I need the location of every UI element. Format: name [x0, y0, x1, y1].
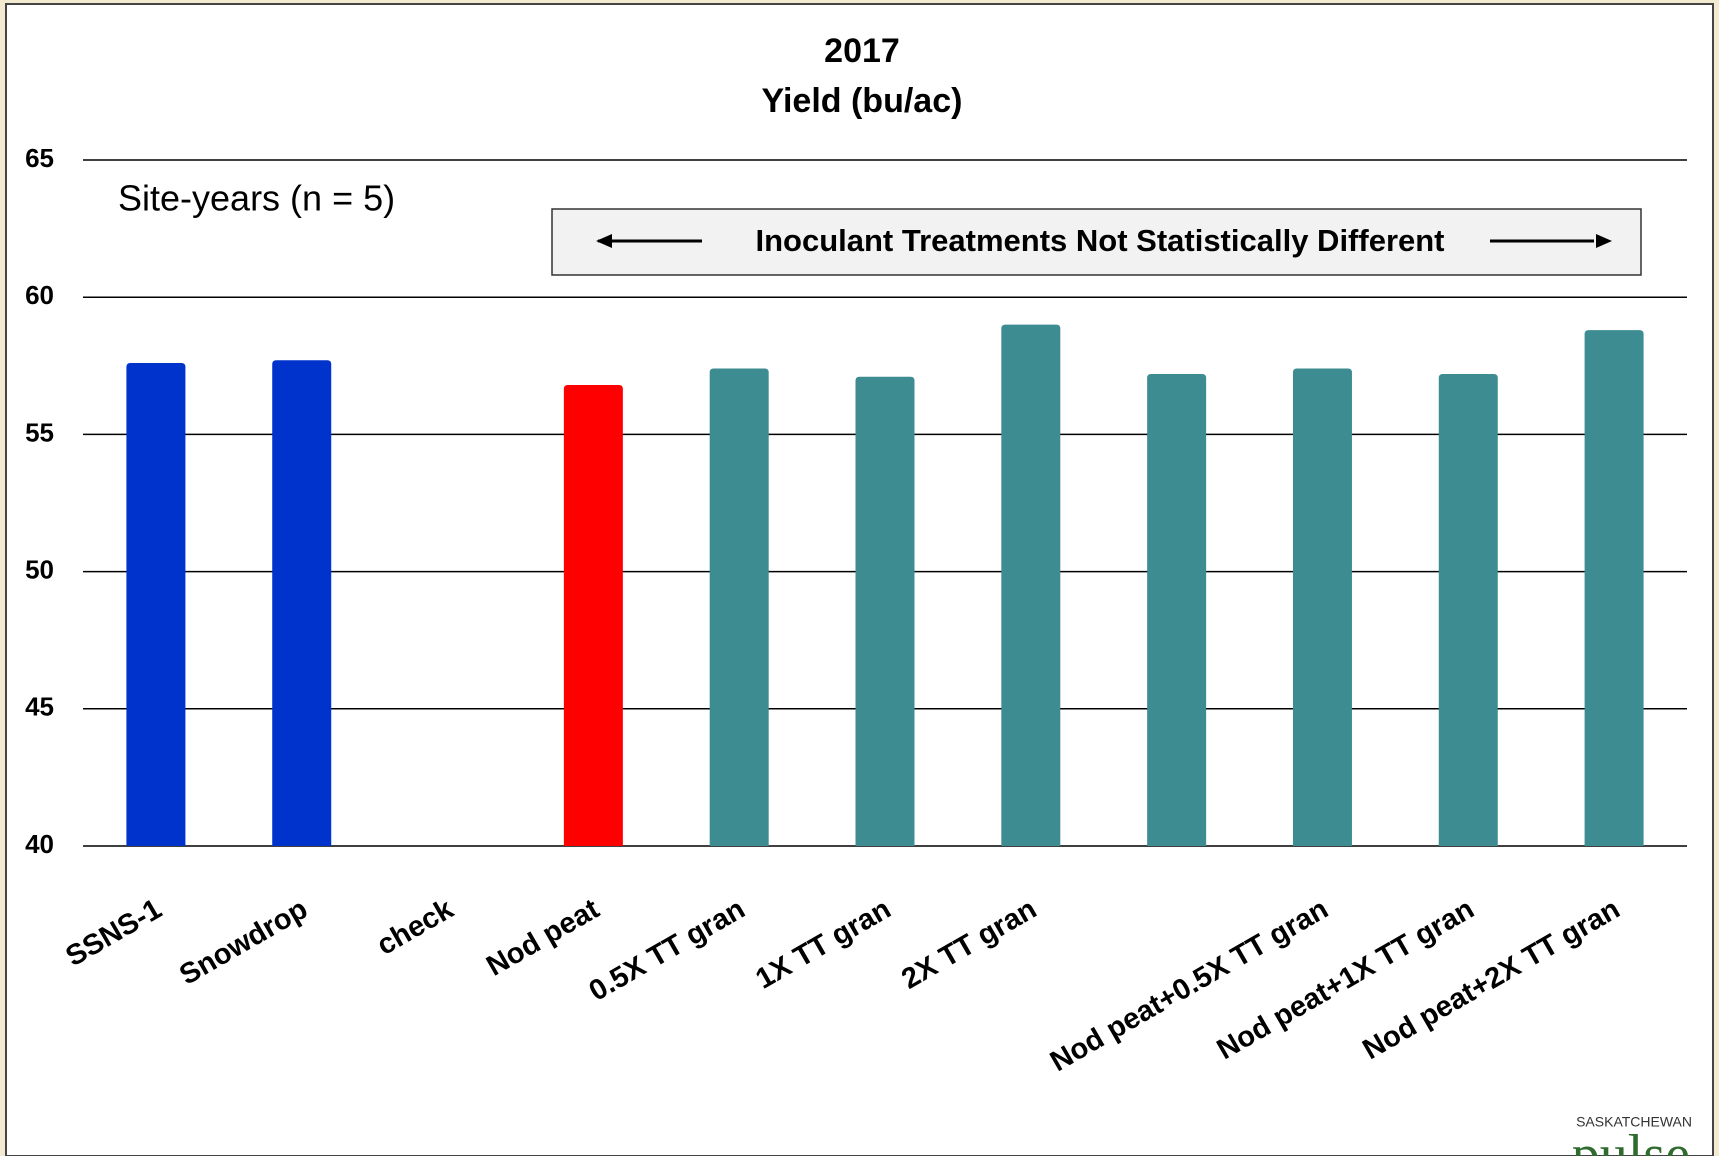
y-tick-label: 60 [25, 280, 54, 310]
bar [1001, 324, 1061, 846]
y-tick-label: 40 [25, 829, 54, 859]
bar [709, 368, 769, 846]
bar [1438, 374, 1498, 846]
logo-text: pulse [1572, 1124, 1690, 1156]
y-tick-label: 55 [25, 417, 54, 447]
arrow-head [1596, 234, 1612, 248]
annotation-box [551, 208, 1642, 276]
bar [272, 360, 332, 846]
logo-text: SASKATCHEWAN [1576, 1114, 1692, 1130]
chart-subtitle: Yield (bu/ac) [762, 82, 963, 120]
bar [1147, 374, 1207, 846]
bar [1584, 330, 1644, 846]
bar [563, 385, 623, 846]
bar [855, 376, 915, 846]
bar [126, 363, 186, 846]
arrow-head [596, 234, 612, 248]
chart-title: 2017 [824, 32, 900, 70]
annotation: Inoculant Treatments Not Statistically D… [755, 223, 1444, 258]
y-tick-label: 65 [25, 143, 54, 173]
annotation: Site-years (n = 5) [118, 178, 395, 219]
y-tick-label: 45 [25, 692, 54, 722]
y-tick-label: 50 [25, 554, 54, 584]
bar [1292, 368, 1352, 846]
